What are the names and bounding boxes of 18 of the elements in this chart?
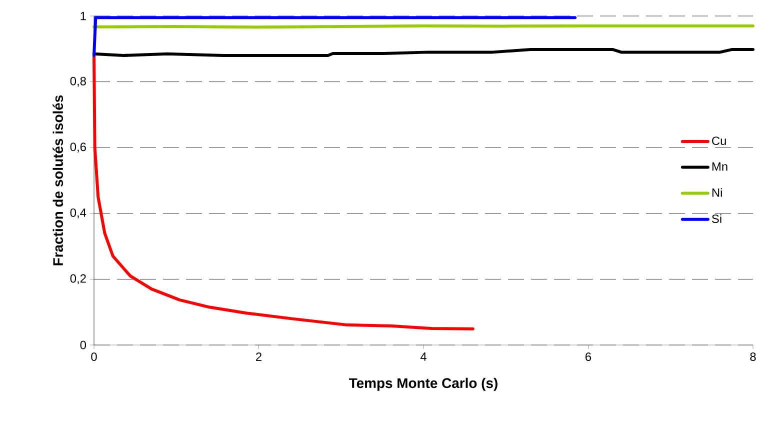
x-tick-label: 6 xyxy=(586,352,592,361)
x-tick-label: 8 xyxy=(750,352,756,361)
x-tick-label: 4 xyxy=(420,352,426,361)
y-tick-label: 0 xyxy=(80,340,86,350)
y-tick-label: 1 xyxy=(80,12,86,20)
y-axis-title: Fraction de solutés isolés xyxy=(52,95,64,266)
legend-label: Mn xyxy=(712,162,728,171)
y-tick-label: 0,6 xyxy=(70,142,86,153)
legend-label: Ni xyxy=(712,188,722,197)
y-tick-label: 0,2 xyxy=(70,274,86,284)
y-tick-label: 0,4 xyxy=(70,208,86,218)
legend-label: Si xyxy=(712,214,722,224)
x-tick-label: 0 xyxy=(91,352,97,361)
legend-label: Cu xyxy=(712,136,726,146)
x-tick-label: 2 xyxy=(256,352,262,361)
line-series xyxy=(92,54,474,330)
x-axis-title: Temps Monte Carlo (s) xyxy=(349,378,498,391)
y-tick-label: 0,8 xyxy=(70,76,86,87)
